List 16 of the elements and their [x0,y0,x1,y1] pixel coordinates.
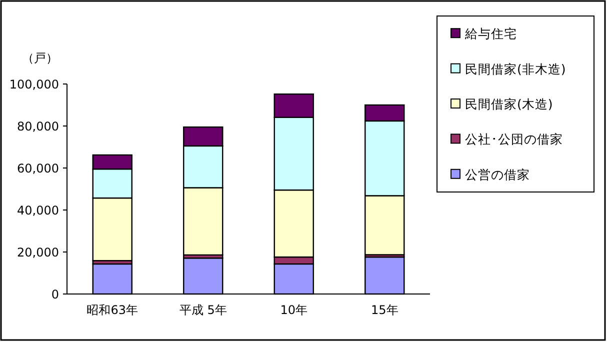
legend-label: 民間借家(木造) [465,96,553,112]
y-tick-label: 60,000 [17,162,59,176]
y-tick-label: 100,000 [9,78,59,92]
y-tick-label: 0 [51,288,59,302]
y-tick-label: 40,000 [17,204,59,218]
x-tick-label: 10年 [280,303,308,317]
x-tick-label: 昭和63年 [86,303,138,317]
y-tick-label: 20,000 [17,246,59,260]
y-tick-label: 80,000 [17,120,59,134]
x-tick-label: 平成 5年 [179,303,227,317]
legend-label: 公営の借家 [465,166,530,182]
legend-label: 公社･公団の借家 [465,132,563,147]
legend-label: 給与住宅 [464,26,517,42]
legend-label: 民間借家(非木造) [465,61,566,76]
x-tick-label: 15年 [370,303,398,317]
y-axis-title: （戸） [22,51,58,65]
